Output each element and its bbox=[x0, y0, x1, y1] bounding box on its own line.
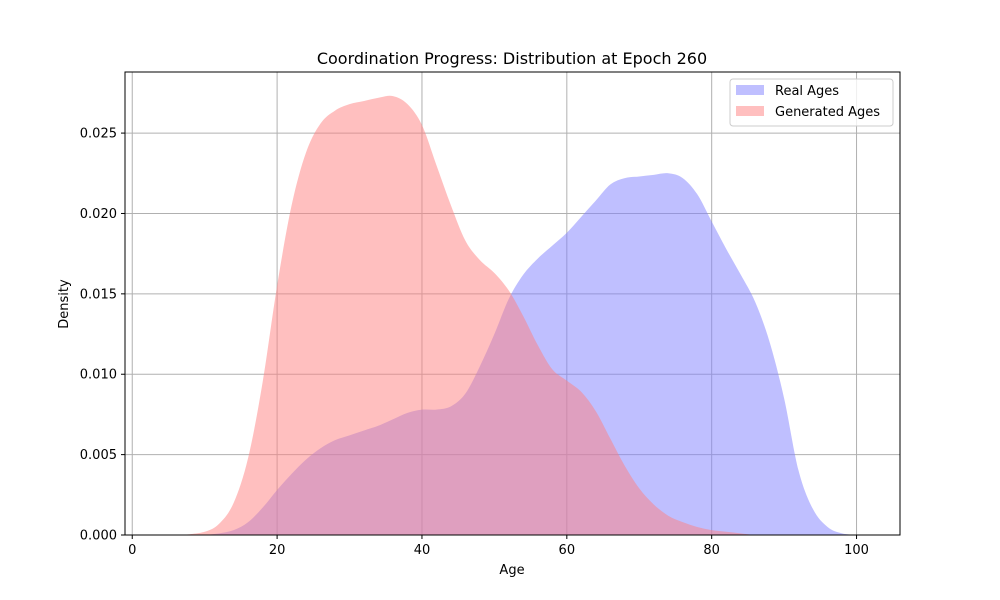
plot-areas bbox=[182, 95, 857, 536]
y-tick-label: 0.000 bbox=[80, 529, 117, 544]
y-tick-label: 0.020 bbox=[80, 207, 117, 222]
x-tick-label: 20 bbox=[269, 543, 286, 558]
x-tick-label: 100 bbox=[844, 543, 869, 558]
legend-label-generated: Generated Ages bbox=[775, 105, 880, 120]
y-tick-label: 0.005 bbox=[80, 448, 117, 463]
x-tick-label: 60 bbox=[559, 543, 576, 558]
chart-title: Coordination Progress: Distribution at E… bbox=[317, 49, 707, 68]
x-tick-label: 40 bbox=[414, 543, 431, 558]
legend-frame bbox=[729, 78, 894, 127]
legend: Real Ages Generated Ages bbox=[729, 78, 894, 127]
x-tick-label: 80 bbox=[703, 543, 720, 558]
axis-ticks: 0 20 40 60 80 100 0.000 0.005 0.010 0.015 0.020 0.0… bbox=[80, 127, 869, 558]
legend-label-real: Real Ages bbox=[775, 84, 839, 99]
generated-ages-area bbox=[182, 95, 785, 536]
y-axis-label: Density bbox=[57, 279, 72, 329]
x-axis-label: Age bbox=[499, 563, 524, 578]
x-tick-label: 0 bbox=[128, 543, 136, 558]
legend-swatch-generated bbox=[736, 106, 764, 116]
y-tick-label: 0.015 bbox=[80, 287, 117, 302]
plot-frame bbox=[124, 71, 901, 536]
legend-swatch-real bbox=[736, 85, 764, 95]
y-tick-label: 0.010 bbox=[80, 368, 117, 383]
y-tick-label: 0.025 bbox=[80, 127, 117, 142]
